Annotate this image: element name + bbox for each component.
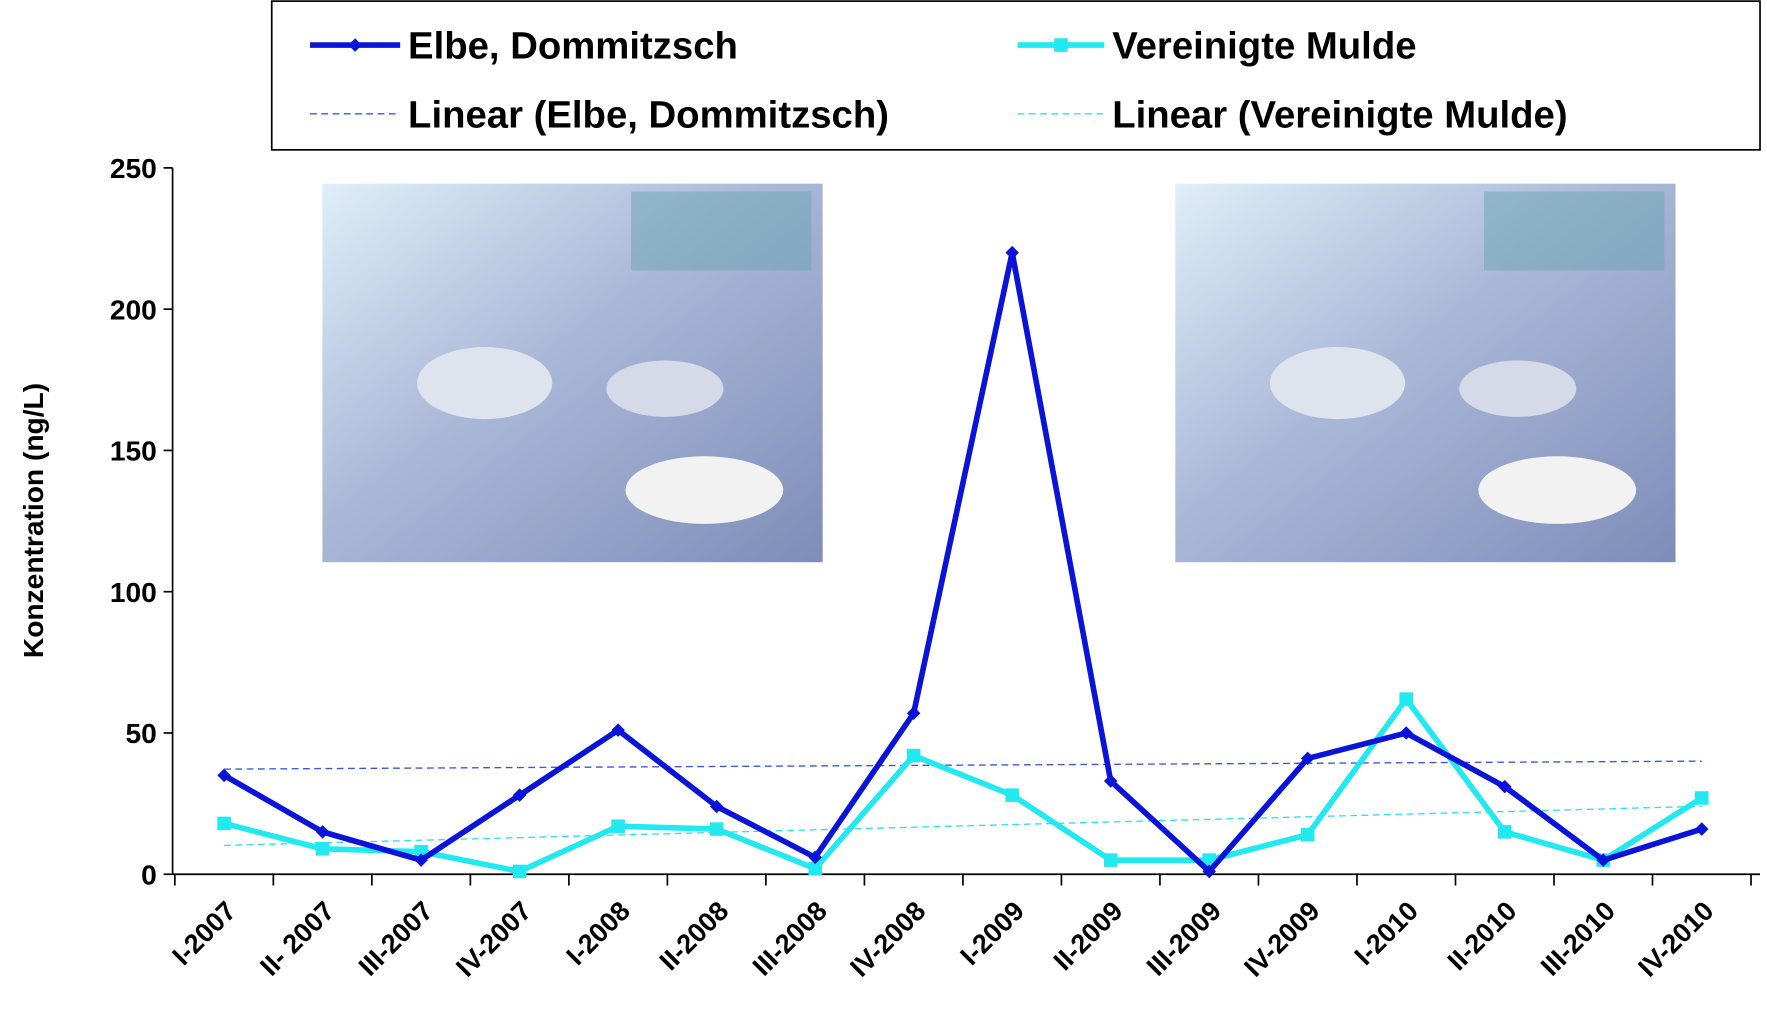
x-tick-label: III-2007 bbox=[353, 896, 439, 982]
y-tick-label: 250 bbox=[110, 153, 157, 184]
trendline bbox=[224, 805, 1702, 847]
series-line bbox=[223, 696, 1704, 875]
legend-label: Linear (Vereinigte Mulde) bbox=[1112, 93, 1567, 136]
point bbox=[1103, 774, 1118, 788]
x-tick-label: I-2009 bbox=[955, 896, 1030, 971]
x-tick-label: II-2010 bbox=[1442, 896, 1523, 977]
x-tick-label: IV-2010 bbox=[1632, 896, 1719, 983]
photo bbox=[1175, 183, 1676, 563]
point bbox=[1005, 245, 1019, 260]
point bbox=[808, 861, 822, 876]
x-tick-label: III-2009 bbox=[1141, 896, 1227, 982]
x-tick-label: IV-2008 bbox=[844, 896, 931, 983]
y-axis-title: Konzentration (ng/L) bbox=[18, 383, 49, 658]
point bbox=[1005, 788, 1019, 802]
x-tick-label: I-2007 bbox=[166, 896, 241, 971]
y-tick-label: 100 bbox=[110, 577, 157, 608]
x-tick-label: II- 2007 bbox=[254, 896, 340, 982]
point bbox=[1694, 791, 1709, 805]
legend-label: Linear (Elbe, Dommitzsch) bbox=[408, 93, 889, 136]
y-tick-label: 50 bbox=[125, 718, 156, 749]
point bbox=[1694, 822, 1709, 836]
trendline bbox=[224, 760, 1702, 770]
point bbox=[315, 842, 330, 856]
legend-marker bbox=[1054, 38, 1068, 52]
x-tick-label: III-2010 bbox=[1535, 896, 1621, 982]
point bbox=[1103, 853, 1118, 867]
x-tick-label: IV-2009 bbox=[1238, 896, 1325, 983]
point bbox=[1399, 692, 1413, 706]
series-line bbox=[222, 249, 1703, 875]
legend-label: Vereinigte Mulde bbox=[1112, 25, 1416, 68]
x-tick-label: I-2008 bbox=[561, 896, 636, 971]
y-tick-label: 0 bbox=[141, 859, 157, 890]
point bbox=[217, 816, 231, 831]
point bbox=[906, 748, 921, 763]
y-tick-label: 150 bbox=[110, 436, 157, 467]
point bbox=[1497, 825, 1512, 839]
point bbox=[512, 864, 527, 879]
photo bbox=[322, 183, 823, 563]
legend-marker bbox=[348, 38, 362, 52]
x-tick-label: III-2008 bbox=[747, 896, 833, 982]
legend bbox=[270, 0, 1761, 151]
x-tick-label: II-2009 bbox=[1048, 896, 1129, 977]
point bbox=[709, 822, 724, 836]
y-tick-label: 200 bbox=[110, 294, 157, 325]
x-tick-label: IV-2007 bbox=[450, 896, 537, 983]
point bbox=[1300, 827, 1315, 842]
legend-label: Elbe, Dommitzsch bbox=[408, 25, 738, 68]
point bbox=[611, 819, 625, 833]
x-tick-label: II-2008 bbox=[654, 896, 735, 977]
x-tick-label: I-2010 bbox=[1349, 896, 1424, 971]
